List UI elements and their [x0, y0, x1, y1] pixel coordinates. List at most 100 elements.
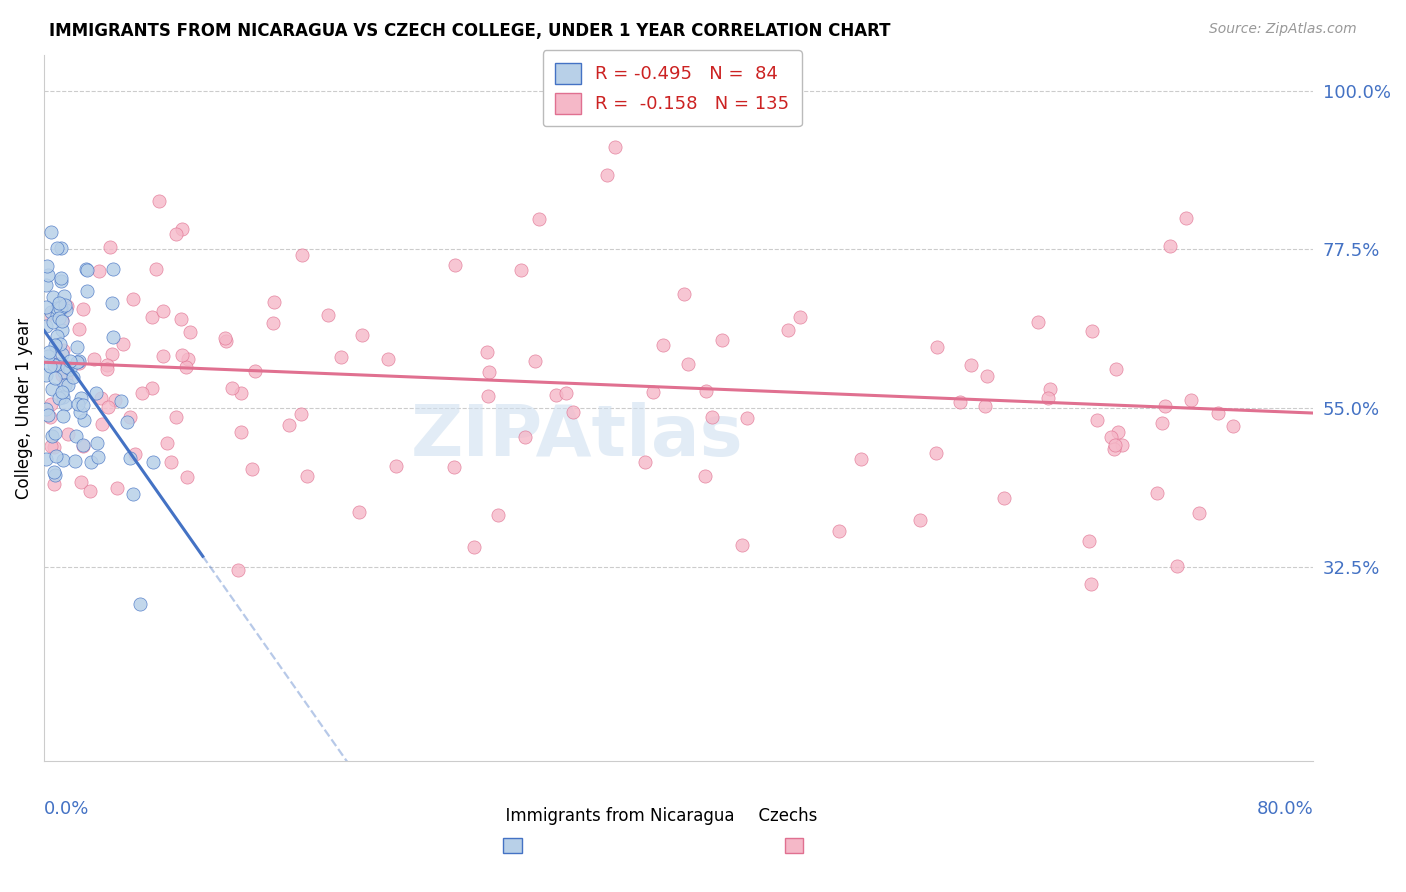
Point [1099, 430, 1122, 444]
Point [544, 388, 567, 402]
Point [1180, 392, 1202, 407]
Point [1077, 534, 1099, 549]
Point [243, 364, 266, 378]
Point [49, 270, 72, 285]
Point [67, 397, 90, 411]
Point [39, 438, 62, 452]
Point [166, 410, 188, 425]
Point [924, 445, 946, 459]
Point [231, 425, 253, 440]
Point [52, 343, 75, 357]
Point [910, 513, 932, 527]
Point [221, 381, 243, 395]
Point [118, 450, 141, 465]
Point [35, 260, 58, 274]
Point [100, 296, 122, 310]
Point [176, 470, 198, 484]
Point [1188, 506, 1211, 520]
Point [52, 288, 75, 302]
Point [51, 312, 73, 326]
Point [48, 310, 70, 325]
Point [87, 450, 110, 465]
Point [152, 303, 174, 318]
Point [76, 284, 98, 298]
Text: Czechs: Czechs [748, 806, 818, 825]
Point [39, 305, 62, 319]
Point [141, 381, 163, 395]
Point [63, 454, 86, 468]
Point [75, 261, 97, 276]
Point [55, 303, 77, 318]
Point [104, 393, 127, 408]
Point [39, 225, 62, 239]
Point [37, 349, 59, 363]
Point [44, 465, 66, 479]
Point [693, 469, 716, 483]
Point [851, 452, 873, 467]
Point [72, 301, 94, 316]
Point [142, 455, 165, 469]
Point [174, 359, 197, 374]
Point [49, 337, 72, 351]
Point [329, 351, 352, 365]
Point [115, 415, 138, 429]
Point [1080, 324, 1102, 338]
Point [83, 351, 105, 366]
Point [76, 263, 98, 277]
Point [41, 428, 63, 442]
Point [51, 273, 73, 287]
Point [46, 308, 69, 322]
Point [62, 369, 84, 384]
Point [105, 481, 128, 495]
Point [1080, 577, 1102, 591]
Point [52, 390, 75, 404]
Point [39, 410, 62, 425]
Point [46, 357, 69, 371]
Point [90, 392, 112, 406]
Point [145, 261, 167, 276]
Point [69, 405, 91, 419]
Point [1175, 211, 1198, 225]
Point [444, 259, 467, 273]
Point [477, 389, 499, 403]
Point [67, 356, 90, 370]
Text: Immigrants from Nicaragua: Immigrants from Nicaragua [495, 806, 734, 825]
Point [1104, 438, 1126, 452]
Point [56, 359, 79, 374]
Point [96, 362, 118, 376]
Legend: R = -0.495   N =  84, R =  -0.158   N = 135: R = -0.495 N = 84, R = -0.158 N = 135 [543, 50, 801, 127]
Point [170, 348, 193, 362]
Point [179, 326, 201, 340]
Point [295, 469, 318, 483]
Point [49, 241, 72, 255]
Point [555, 386, 578, 401]
Point [652, 338, 675, 352]
Point [165, 227, 187, 241]
Point [976, 369, 998, 384]
Point [641, 385, 664, 400]
Point [673, 287, 696, 301]
Point [377, 351, 399, 366]
Point [72, 438, 94, 452]
Point [38, 344, 60, 359]
Point [35, 278, 58, 293]
Point [562, 405, 585, 419]
Point [122, 292, 145, 306]
Point [101, 346, 124, 360]
Point [51, 368, 73, 382]
Point [84, 386, 107, 401]
Point [240, 461, 263, 475]
Point [1206, 406, 1229, 420]
Point [44, 426, 66, 441]
Point [711, 333, 734, 347]
Point [35, 319, 58, 334]
Point [97, 400, 120, 414]
Point [316, 308, 339, 322]
Point [1166, 558, 1188, 573]
Point [55, 369, 77, 384]
Point [67, 353, 90, 368]
Point [160, 455, 183, 469]
Point [45, 301, 67, 316]
Point [51, 323, 73, 337]
Point [35, 401, 58, 416]
